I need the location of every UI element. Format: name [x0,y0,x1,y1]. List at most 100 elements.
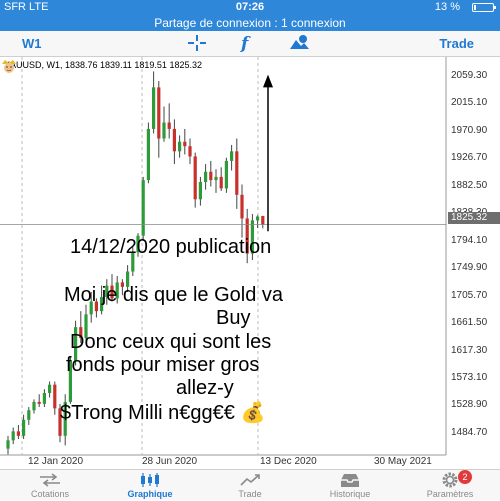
price-axis-label: 1794.10 [451,234,488,246]
candle-body [11,431,15,441]
candle-body [193,156,197,200]
tab-label-graphique: Graphique [127,489,173,499]
candle-body [261,216,265,225]
date-axis-label: 13 Dec 2020 [260,456,317,467]
price-axis-label: 1926.70 [451,152,488,164]
tab-historique[interactable]: Historique [300,470,400,501]
candle-body [6,440,10,449]
timeframe-button[interactable]: W1 [22,36,42,51]
candle-body [89,301,93,315]
candle-body [120,282,124,287]
battery-icon [472,3,496,12]
candle-body [162,122,166,139]
overlay-line-3: Moi je dis que le Gold va [64,284,284,306]
candle-body [141,180,145,236]
chart-toolbar: W1 f Trade [0,31,500,57]
tab-cotations[interactable]: Cotations [0,470,100,501]
bottom-tab-bar: Cotations Graphique Trade Historique 2 P… [0,469,500,500]
candle-body [136,235,140,253]
candle-body [131,252,135,272]
tab-label-historique: Historique [329,489,371,499]
candle-body [250,220,254,254]
hotspot-banner[interactable]: Partage de connexion : 1 connexion [0,15,500,31]
candle-body [188,146,192,157]
svg-text:f: f [240,34,251,53]
crosshair-icon[interactable] [186,33,208,53]
candle-body [256,216,260,221]
price-axis-label: 1484.70 [451,426,488,438]
candlestick-chart[interactable] [0,57,500,469]
candle-body [146,128,150,181]
candle-body [105,285,109,298]
candle-body [32,401,36,411]
carrier-label: SFR LTE [4,1,49,13]
candle-body [178,141,182,152]
candle-body [16,431,20,436]
overlay-line-4: Buy [216,307,251,329]
date-axis-label: 12 Jan 2020 [28,456,84,467]
candle-body [84,314,88,338]
price-axis-label: 2015.10 [451,97,488,109]
chart-icon [141,473,159,487]
chart-header: XAUUSD, W1, 1838.76 1839.11 1819.51 1825… [4,60,202,70]
candle-body [63,401,67,436]
candle-body [167,122,171,129]
price-axis-label: 1528.90 [451,399,488,411]
tab-label-parametres: Paramètres [426,489,474,499]
overlay-line-1: 14/12/2020 publication [70,236,272,258]
tab-parametres[interactable]: 2 Paramètres [400,470,500,501]
date-axis-label: 28 Jun 2020 [142,456,198,467]
candle-body [110,285,114,299]
candle-body [74,327,78,362]
candle-body [94,301,98,312]
status-bar: SFR LTE 07:26 13 % [0,0,500,15]
candle-body [183,141,187,147]
candle-body [115,282,119,299]
candle-body [37,401,41,404]
price-axis-label: 1749.90 [451,262,488,274]
candle-body [100,297,104,312]
price-axis-label: 1882.50 [451,179,488,191]
candle-body [172,128,176,152]
price-axis-label: 1705.70 [451,289,488,301]
candle-body [126,271,130,287]
history-icon [341,474,359,487]
candle-body [230,151,234,161]
price-axis-label: 1661.50 [451,317,488,329]
tab-trade[interactable]: Trade [200,470,300,501]
candle-body [224,160,228,189]
candle-body [53,384,57,409]
candle-body [48,384,52,393]
overlay-line-7: allez-y [176,377,234,399]
candle-body [22,419,26,436]
overlay-line-5: Donc ceux qui sont les [70,331,272,353]
objects-icon[interactable] [288,33,310,53]
date-axis-label: 30 May 2021 [374,456,432,467]
candle-body [79,327,83,338]
function-icon[interactable]: f [236,33,258,53]
candle-body [157,87,161,139]
candle-body [219,176,223,189]
candle-body [198,182,202,200]
trade-icon [240,474,260,486]
quotes-icon [40,473,60,487]
price-chart[interactable]: XAUUSD, W1, 1838.76 1839.11 1819.51 1825… [0,57,500,469]
tab-label-cotations: Cotations [30,489,70,499]
overlay-line-6: fonds pour miser gros [66,354,260,376]
crown-emoji-icon [2,60,16,73]
price-axis-label: 1970.90 [451,124,488,136]
trade-button[interactable]: Trade [439,36,474,51]
price-axis-label: 1617.30 [451,344,488,356]
candle-body [235,151,239,195]
clock: 07:26 [235,1,265,13]
candle-body [68,361,72,402]
candle-body [209,171,213,181]
price-axis-label: 1573.10 [451,371,488,383]
tab-graphique[interactable]: Graphique [100,470,200,501]
candle-body [245,218,249,254]
price-axis-label: 2059.30 [451,70,488,81]
candle-body [58,408,62,436]
candle-body [214,176,218,181]
tab-label-trade: Trade [238,489,262,499]
candle-body [27,410,31,420]
